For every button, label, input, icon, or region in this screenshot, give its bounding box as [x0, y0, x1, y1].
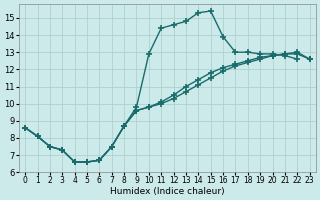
X-axis label: Humidex (Indice chaleur): Humidex (Indice chaleur) [110, 187, 225, 196]
